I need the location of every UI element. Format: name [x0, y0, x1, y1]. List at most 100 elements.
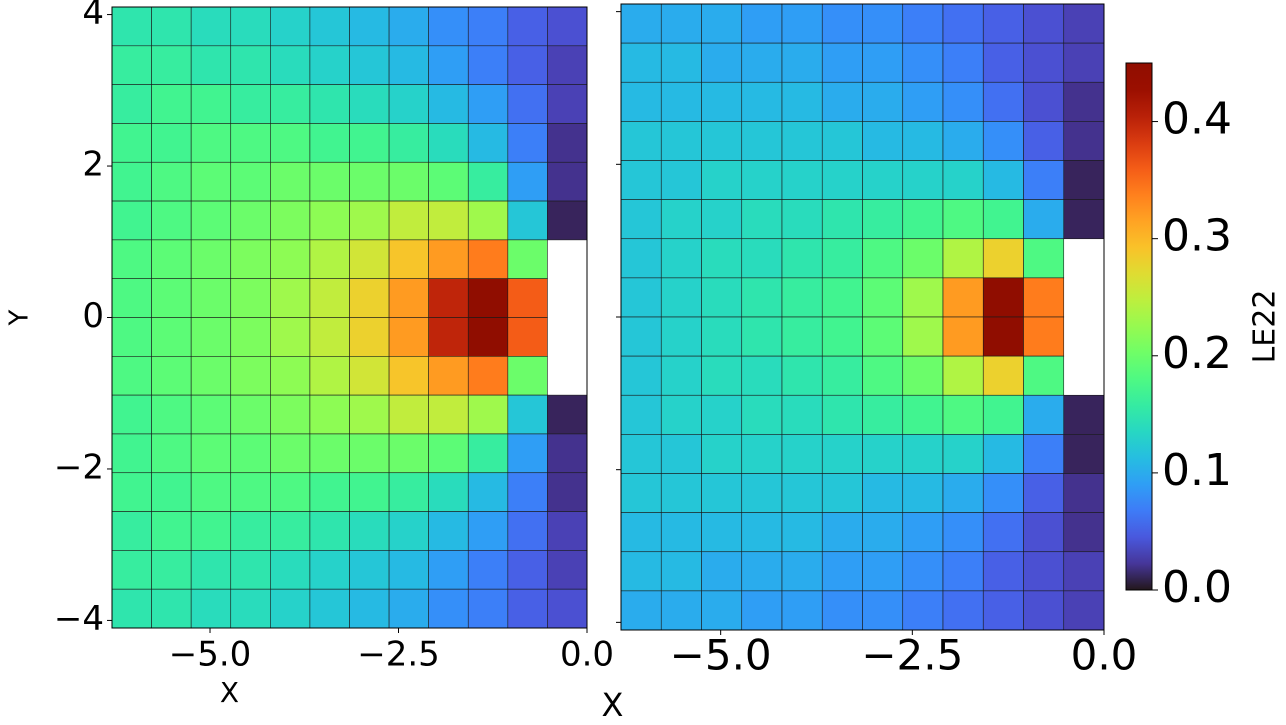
heatmap-cell: [902, 238, 944, 279]
heatmap-cell: [982, 316, 1024, 357]
heatmap-cell: [349, 394, 390, 435]
heatmap-cell: [547, 394, 588, 435]
heatmap-cell: [349, 6, 390, 47]
heatmap-cell: [309, 45, 350, 85]
heatmap-cell: [1023, 355, 1065, 396]
colorbar: [1125, 62, 1153, 591]
heatmap-cell: [111, 550, 152, 590]
heatmap-cell: [660, 42, 702, 83]
heatmap-cell: [1063, 42, 1105, 83]
heatmap-cell: [862, 238, 904, 279]
heatmap-cell: [270, 317, 311, 357]
heatmap-cell: [507, 588, 548, 629]
heatmap-cell: [111, 200, 152, 241]
heatmap-cell: [547, 6, 588, 47]
heatmap-cell: [151, 123, 192, 163]
heatmap-cell: [111, 84, 152, 124]
heatmap-cell: [781, 160, 823, 200]
heatmap-cell: [1023, 121, 1065, 161]
heatmap-cell: [428, 278, 469, 318]
heatmap-cell: [190, 356, 232, 396]
heatmap-cell: [660, 434, 702, 474]
y-tick-label: 2: [82, 145, 104, 185]
heatmap-cell: [190, 511, 232, 551]
heatmap-cell: [902, 473, 944, 513]
heatmap-cell: [1023, 394, 1065, 435]
heatmap-cell: [270, 84, 311, 124]
heatmap-cell: [428, 550, 469, 590]
heatmap-cell: [309, 550, 350, 590]
heatmap-cell: [701, 81, 743, 122]
heatmap-cell: [230, 239, 271, 279]
heatmap-cell: [701, 551, 743, 592]
heatmap-cell: [270, 511, 311, 551]
heatmap-cell: [701, 277, 743, 318]
heatmap-cell: [428, 123, 469, 163]
heatmap-cell: [741, 355, 783, 396]
heatmap-cell: [701, 3, 743, 44]
heatmap-cell: [270, 123, 311, 163]
heatmap-cell: [942, 355, 984, 396]
heatmap-cell: [309, 588, 350, 629]
heatmap-cell: [620, 512, 662, 553]
x-tick-label: −2.5: [861, 631, 963, 680]
heatmap-cell: [230, 278, 271, 318]
heatmap-cell: [982, 590, 1024, 631]
heatmap-cell: [942, 3, 984, 44]
heatmap-cell: [942, 590, 984, 631]
heatmap-cell: [151, 356, 192, 396]
heatmap-cell: [660, 316, 702, 357]
heatmap-cell: [862, 355, 904, 396]
heatmap-cell: [982, 81, 1024, 122]
heatmap-cell: [467, 550, 509, 590]
heatmap-cell: [428, 161, 469, 202]
heatmap-cell: [701, 160, 743, 200]
heatmap-cell: [111, 45, 152, 85]
heatmap-cell: [230, 394, 271, 435]
heatmap-cell: [507, 161, 548, 202]
heatmap-cell: [428, 433, 469, 474]
heatmap-cell: [660, 512, 702, 553]
heatmap-cell: [982, 238, 1024, 279]
heatmap-cell: [942, 394, 984, 435]
heatmap-cell: [982, 551, 1024, 592]
heatmap-cell: [151, 6, 192, 47]
heatmap-cell: [701, 238, 743, 279]
heatmap-cell: [942, 160, 984, 200]
heatmap-cell: [467, 588, 509, 629]
heatmap-cell: [862, 121, 904, 161]
heatmap-cell: [982, 394, 1024, 435]
heatmap-cell: [781, 316, 823, 357]
heatmap-cell: [1063, 121, 1105, 161]
heatmap-cell: [902, 81, 944, 122]
heatmap-cell: [821, 590, 863, 631]
colorbar-tick-label: 0.4: [1162, 94, 1232, 145]
heatmap-cell: [547, 511, 588, 551]
heatmap-cell: [620, 590, 662, 631]
heatmap-cell: [190, 433, 232, 474]
heatmap-cell: [230, 588, 271, 629]
heatmap-cell: [151, 433, 192, 474]
heatmap-cell: [1063, 394, 1105, 435]
heatmap-cell: [190, 84, 232, 124]
heatmap-cell: [821, 121, 863, 161]
heatmap-cell: [620, 238, 662, 279]
heatmap-cell: [309, 6, 350, 47]
heatmap-cell: [701, 316, 743, 357]
heatmap-cell: [388, 588, 429, 629]
heatmap-cell: [660, 473, 702, 513]
heatmap-cell: [781, 121, 823, 161]
heatmap-cell: [190, 45, 232, 85]
heatmap-cell: [741, 316, 783, 357]
heatmap-cell: [270, 394, 311, 435]
heatmap-cell: [270, 45, 311, 85]
heatmap-cell: [388, 278, 429, 318]
heatmap-cell: [349, 161, 390, 202]
heatmap-cell: [349, 278, 390, 318]
heatmap-cell: [781, 434, 823, 474]
heatmap-cell: [467, 45, 509, 85]
heatmap-cell: [620, 355, 662, 396]
heatmap-cell: [111, 394, 152, 435]
heatmap-cell: [902, 316, 944, 357]
heatmap-cell: [982, 277, 1024, 318]
